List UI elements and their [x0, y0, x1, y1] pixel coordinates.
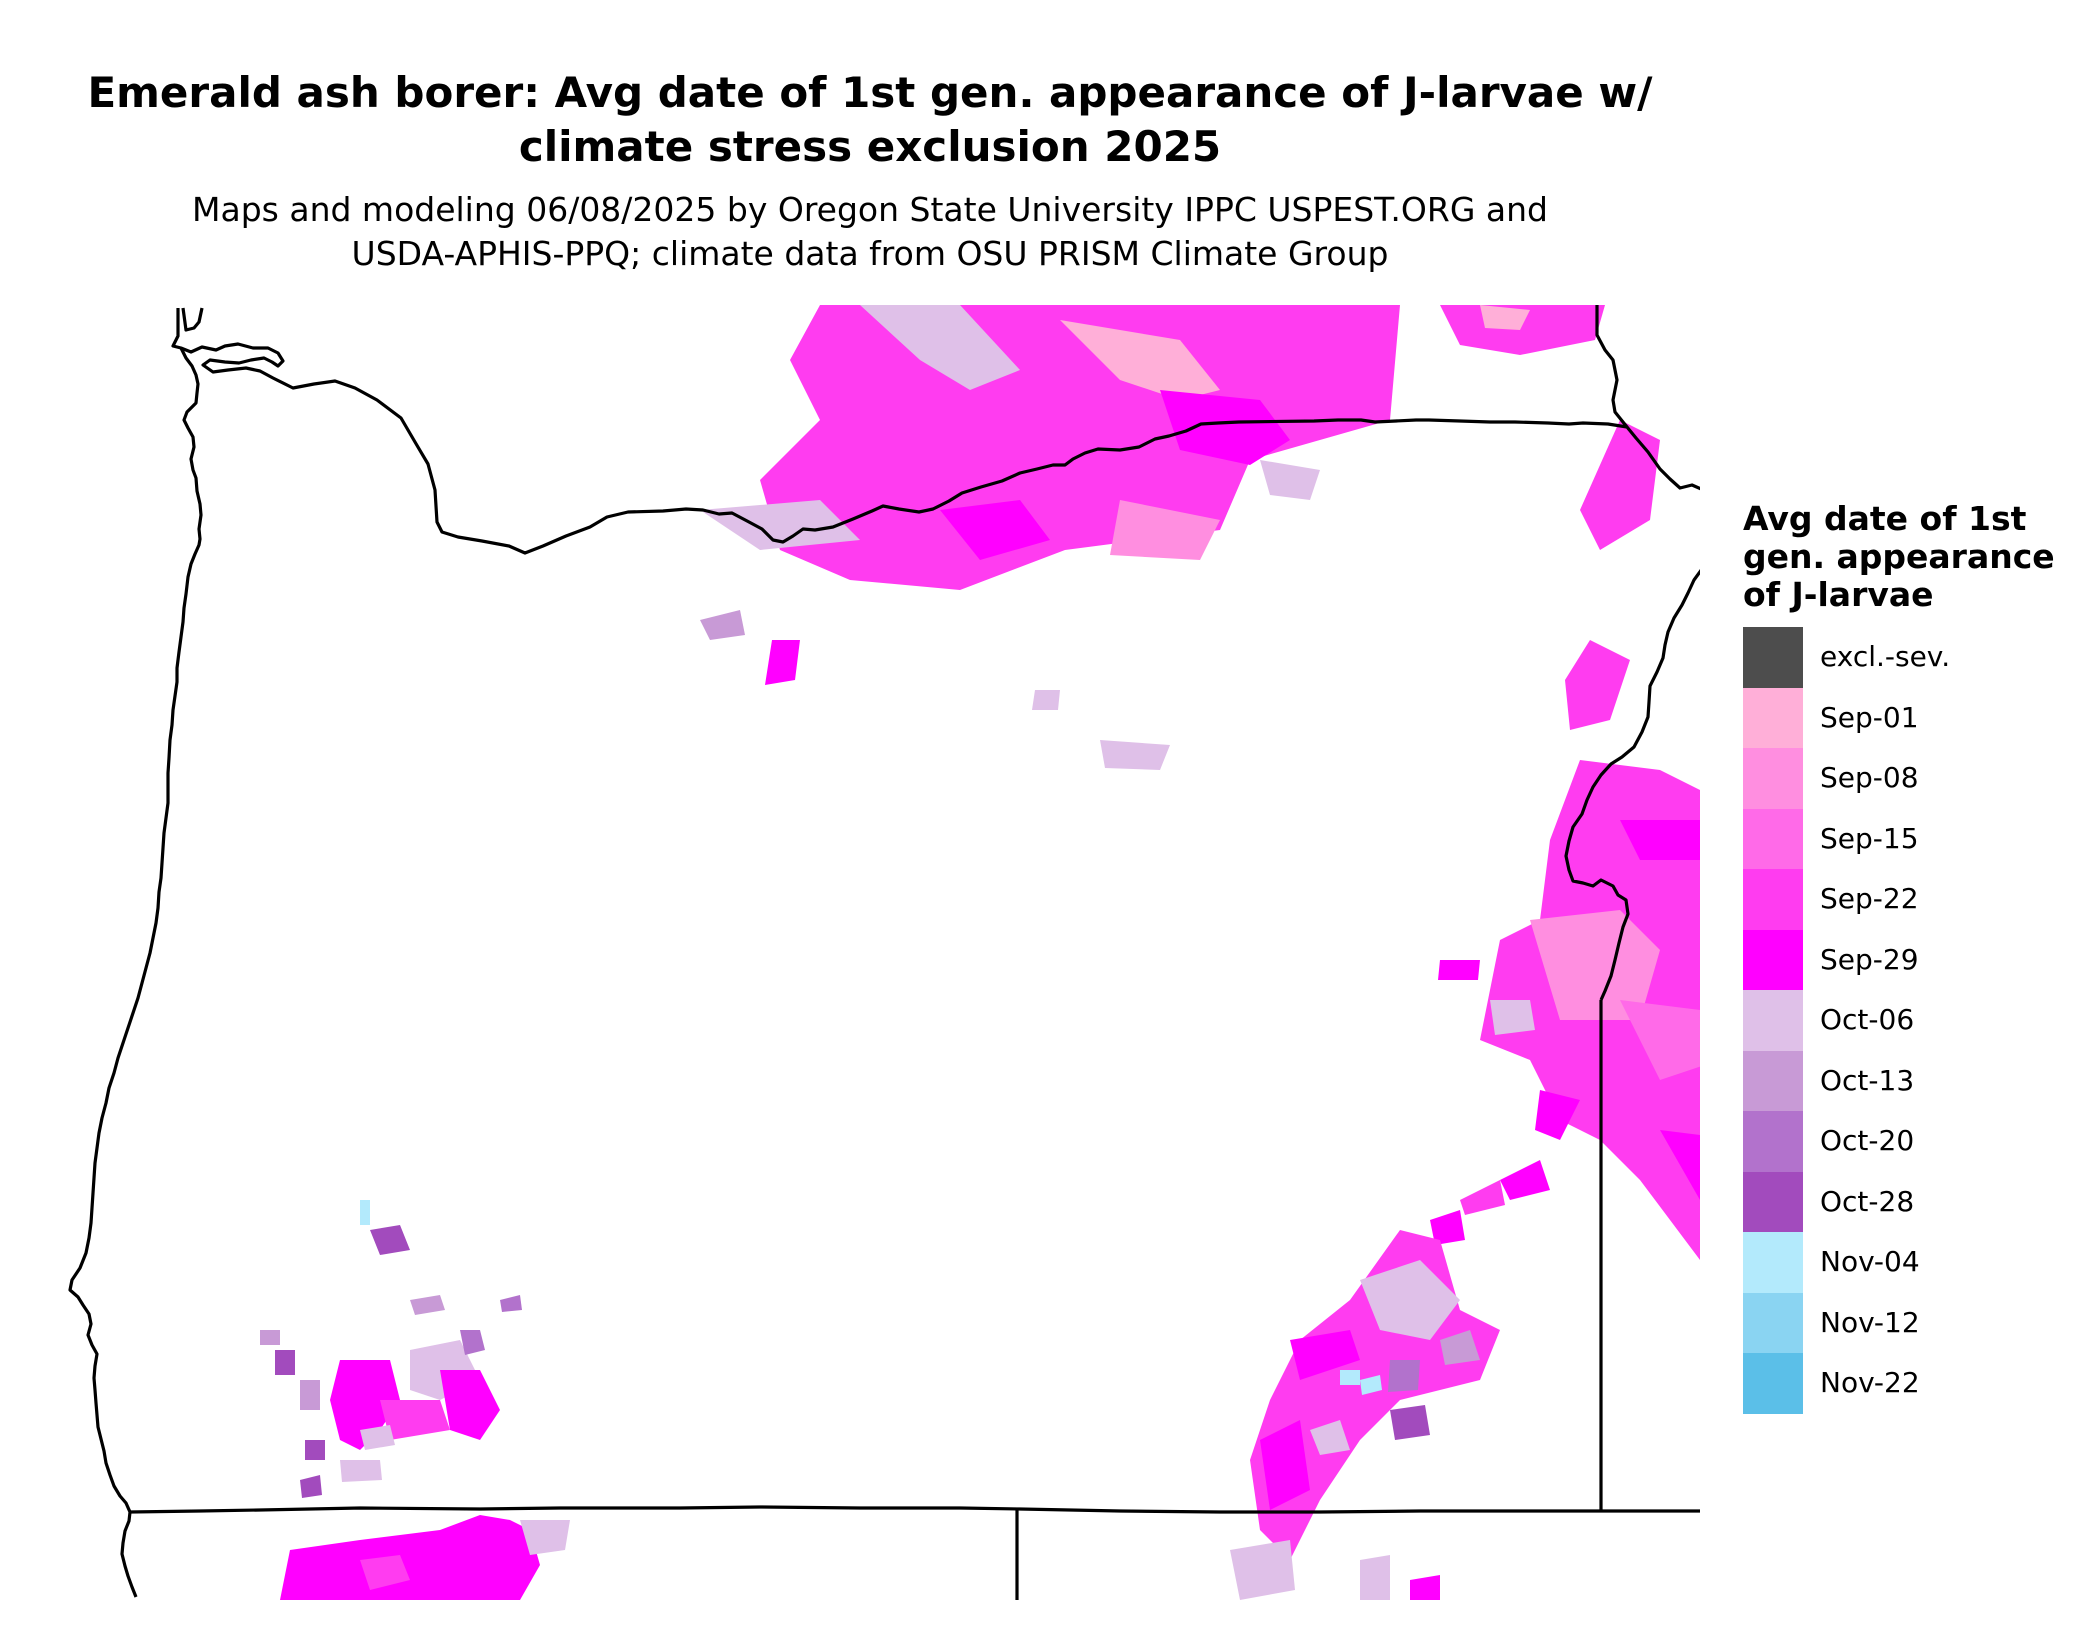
map-subtitle-line-2: USDA-APHIS-PPQ; climate data from OSU PR…: [351, 234, 1389, 273]
legend-swatch: [1743, 929, 1803, 991]
washington-idaho-border: [1595, 305, 1629, 428]
legend-label: Sep-29: [1820, 942, 1919, 976]
legend-swatch: [1743, 1232, 1803, 1293]
legend-label: Sep-22: [1820, 882, 1919, 915]
legend-label: Oct-28: [1820, 1184, 1915, 1218]
legend-label: Sep-08: [1820, 761, 1919, 794]
legend-label: Oct-20: [1820, 1124, 1915, 1157]
map-subtitle-line-1: Maps and modeling 06/08/2025 by Oregon S…: [192, 190, 1548, 229]
legend-label: Sep-01: [1820, 700, 1919, 734]
raster-region-east: [1430, 420, 1700, 1260]
map-title: Emerald ash borer: Avg date of 1st gen. …: [0, 66, 1740, 174]
legend-label: Sep-15: [1820, 821, 1919, 855]
map-canvas: [68, 305, 1700, 1600]
legend-swatch: [1743, 990, 1803, 1051]
oregon-coast-and-columbia-river: [171, 308, 1700, 1001]
state-boundaries: [68, 305, 1700, 1600]
legend-swatch: [1743, 1292, 1803, 1354]
phenology-raster: [260, 305, 1700, 1600]
legend-swatch: [1743, 869, 1803, 930]
legend-swatch: [1743, 1171, 1803, 1233]
legend-swatch: [1743, 687, 1803, 749]
raster-region-south-border: [280, 1515, 570, 1600]
legend-label: Oct-06: [1820, 1003, 1915, 1036]
legend-swatch: [1743, 748, 1803, 809]
legend-swatch: [1743, 1111, 1803, 1172]
legend-swatch: [1743, 1050, 1803, 1112]
oregon-pacific-coast: [68, 347, 203, 1598]
map-subtitle: Maps and modeling 06/08/2025 by Oregon S…: [0, 188, 1740, 276]
legend-label: Nov-12: [1820, 1305, 1920, 1339]
legend-swatch: [1743, 627, 1803, 688]
legend-title-line-3: of J-larvae: [1743, 575, 1934, 614]
map-title-line-2: climate stress exclusion 2025: [518, 122, 1222, 171]
legend-title-line-2: gen. appearance: [1743, 537, 2055, 576]
map-title-line-1: Emerald ash borer: Avg date of 1st gen. …: [87, 68, 1653, 117]
legend-title: Avg date of 1st gen. appearance of J-lar…: [1743, 500, 2055, 614]
legend-title-line-1: Avg date of 1st: [1743, 499, 2027, 538]
legend-label: Oct-13: [1820, 1063, 1915, 1097]
legend-label: Nov-22: [1820, 1366, 1920, 1399]
raster-region-southwest: [260, 1200, 522, 1498]
washington-north-coast: [181, 307, 204, 332]
legend-label: excl.-sev.: [1820, 640, 1951, 673]
legend-label: Nov-04: [1820, 1245, 1920, 1278]
raster-region-southeast: [1230, 1230, 1500, 1600]
raster-region-north: [700, 305, 1605, 770]
oregon-south-border: [129, 1505, 1700, 1514]
legend-swatch: [1743, 1353, 1803, 1414]
legend-swatch: [1743, 808, 1803, 870]
